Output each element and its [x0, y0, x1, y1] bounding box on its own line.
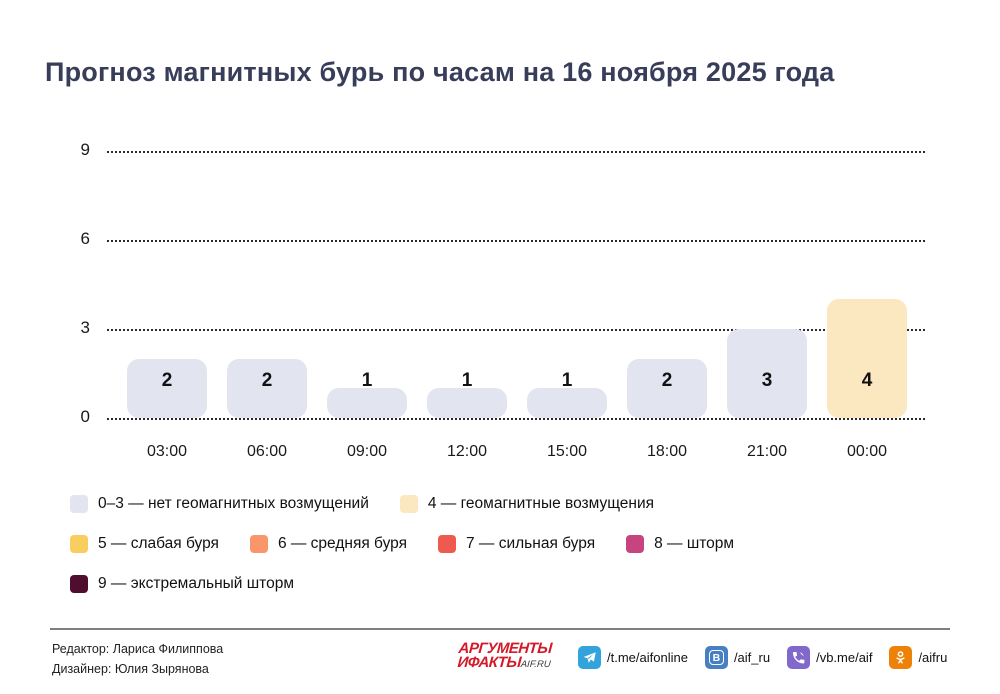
x-axis-tick-00:00: 00:00	[846, 443, 888, 460]
legend-item: 9 — экстремальный шторм	[70, 575, 294, 593]
legend-swatch-icon	[399, 495, 418, 513]
y-axis-tick-0: 0	[80, 407, 90, 426]
telegram-icon	[578, 646, 601, 669]
y-axis-tick-6: 6	[80, 228, 90, 248]
credit-editor: Редактор: Лариса Филиппова	[52, 642, 224, 656]
x-axis-tick-12:00: 12:00	[446, 443, 488, 460]
vk-letter: B	[708, 650, 724, 665]
legend-swatch-icon	[70, 575, 88, 593]
social-handle: /vb.me/aif	[816, 650, 873, 665]
bar-chart: 0 3 6 9 2 03:00 2 06:00 1 09:00 1 12:00 1 15:00 2 18:00…	[0, 130, 1000, 475]
legend-item: 6 — средняя буря	[249, 535, 407, 553]
social-handle: /aifru	[918, 650, 948, 665]
legend-row-3: 9 — экстремальный шторм	[70, 575, 950, 593]
bar-06:00	[227, 358, 307, 418]
aif-logo: АРГУМЕНТЫ ИФАКТЫAIF.RU	[456, 640, 552, 671]
viber-icon	[787, 646, 811, 669]
legend-label: 7 — сильная буря	[466, 535, 596, 552]
bar-00:00	[827, 299, 907, 418]
social-handle: /t.me/aifonline	[607, 650, 688, 665]
ok-icon	[889, 646, 913, 669]
bar-value-18:00: 2	[661, 370, 673, 391]
legend-swatch-icon	[70, 495, 88, 513]
legend-item: 0–3 — нет геомагнитных возмущений	[70, 495, 369, 513]
x-axis-tick-18:00: 18:00	[646, 443, 688, 460]
legend-item: 4 — геомагнитные возмущения	[399, 495, 655, 513]
page-title: Прогноз магнитных бурь по часам на 16 но…	[45, 57, 835, 87]
chart-legend: 0–3 — нет геомагнитных возмущений 4 — гео…	[70, 495, 950, 615]
gridline-y3	[107, 328, 925, 331]
aif-logo-suffix: AIF.RU	[520, 659, 552, 670]
legend-label: 5 — слабая буря	[98, 535, 219, 552]
social-links: /t.me/aifonline B/aif_ru/vb.me/aif/aifru	[578, 646, 947, 669]
credits: Редактор: Лариса Филиппова Дизайнер: Юли…	[52, 639, 223, 679]
legend-swatch-icon	[249, 535, 268, 553]
legend-item: 7 — сильная буря	[438, 535, 595, 553]
bar-value-00:00: 4	[861, 370, 873, 391]
x-axis-tick-06:00: 06:00	[246, 443, 288, 460]
footer-divider	[50, 628, 950, 630]
legend-label: 0–3 — нет геомагнитных возмущений	[98, 495, 369, 512]
legend-item: 8 — шторм	[626, 535, 734, 553]
legend-swatch-icon	[626, 535, 645, 553]
y-axis-tick-3: 3	[80, 317, 90, 337]
bar-09:00	[327, 388, 407, 418]
bar-value-09:00: 1	[361, 370, 373, 391]
gridline-y0	[107, 418, 925, 420]
bar-value-12:00: 1	[461, 370, 473, 391]
aif-logo-line2: ИФАКТЫAIF.RU	[456, 654, 552, 671]
social-link--aif-ru[interactable]: B/aif_ru	[704, 646, 771, 669]
legend-label: 4 — геомагнитные возмущения	[427, 495, 655, 512]
vk-icon: B	[704, 646, 728, 669]
gridline-y6	[107, 239, 925, 242]
bar-21:00	[727, 328, 807, 418]
legend-row-1: 0–3 — нет геомагнитных возмущений 4 — гео…	[70, 495, 950, 513]
x-axis-tick-21:00: 21:00	[746, 443, 788, 460]
x-axis-tick-03:00: 03:00	[146, 443, 188, 460]
bar-value-03:00: 2	[161, 370, 173, 391]
x-axis-tick-09:00: 09:00	[346, 443, 388, 460]
bar-03:00	[127, 358, 207, 418]
legend-label: 6 — средняя буря	[277, 535, 407, 552]
bar-value-21:00: 3	[761, 370, 773, 391]
legend-label: 8 — шторм	[654, 535, 735, 552]
gridline-y9	[107, 150, 925, 153]
legend-swatch-icon	[70, 535, 88, 553]
social-link--aifru[interactable]: /aifru	[889, 646, 947, 669]
social-handle: /aif_ru	[733, 650, 771, 665]
legend-label: 9 — экстремальный шторм	[98, 575, 295, 592]
bar-value-06:00: 2	[261, 370, 273, 391]
social-link--vb-me-aif[interactable]: /vb.me/aif	[787, 646, 872, 669]
y-axis-tick-9: 9	[80, 139, 90, 159]
social-link--t-me-aifonline[interactable]: /t.me/aifonline	[578, 646, 688, 669]
bar-18:00	[627, 358, 707, 418]
x-axis-tick-15:00: 15:00	[546, 443, 588, 460]
bar-15:00	[527, 388, 607, 418]
legend-swatch-icon	[438, 535, 456, 553]
bar-value-15:00: 1	[561, 370, 573, 391]
bar-12:00	[427, 388, 507, 418]
legend-item: 5 — слабая буря	[70, 535, 219, 553]
credit-designer: Дизайнер: Юлия Зырянова	[52, 662, 209, 676]
legend-row-2: 5 — слабая буря 6 — средняя буря 7 — сильн…	[70, 535, 950, 553]
